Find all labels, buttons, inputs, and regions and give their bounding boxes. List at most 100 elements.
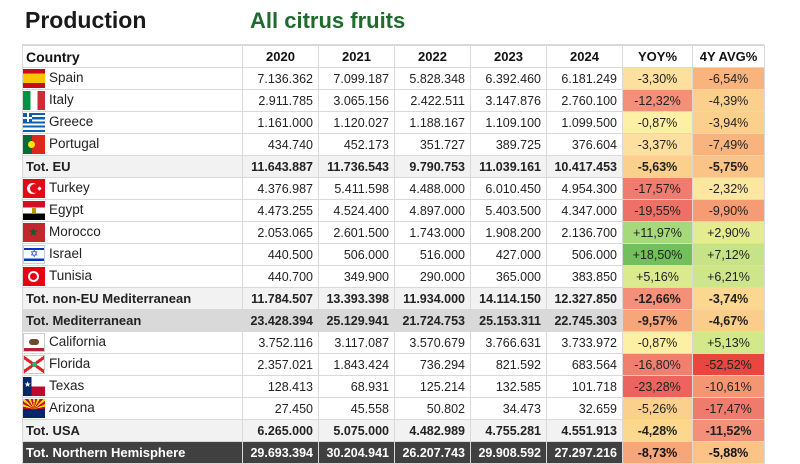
- table-row: ✡ Israel 440.500 506.000 516.000 427.000 506.0…: [22, 243, 765, 266]
- table-row: Portugal 434.740 452.173 351.727 389.725 376.…: [22, 133, 765, 156]
- value-cell: 34.473: [470, 397, 547, 420]
- avg-cell: -9,90%: [692, 199, 765, 222]
- country-label: Tunisia: [49, 268, 93, 284]
- portugal-flag-icon: [23, 135, 45, 154]
- value-cell: 125.214: [394, 375, 471, 398]
- country-cell: California: [22, 331, 243, 354]
- value-cell: 132.585: [470, 375, 547, 398]
- value-cell: 1.161.000: [242, 111, 319, 134]
- value-cell: 440.700: [242, 265, 319, 288]
- avg-cell: -7,49%: [692, 133, 765, 156]
- table-row: Tunisia 440.700 349.900 290.000 365.000 383.8…: [22, 265, 765, 288]
- country-label: Florida: [49, 356, 91, 372]
- value-cell: 5.403.500: [470, 199, 547, 222]
- value-cell: 349.900: [318, 265, 395, 288]
- value-cell: 14.114.150: [470, 287, 547, 310]
- total-row: Tot. Mediterranean 23.428.394 25.129.941 21…: [22, 309, 765, 332]
- column-header-2020: 2020: [242, 45, 319, 68]
- yoy-cell: -0,87%: [622, 111, 693, 134]
- avg-cell: +5,13%: [692, 331, 765, 354]
- value-cell: 5.075.000: [318, 419, 395, 442]
- country-cell: ★ Texas: [22, 375, 243, 398]
- column-header-country: Country: [22, 45, 243, 68]
- value-cell: 11.643.887: [242, 155, 319, 178]
- yoy-cell: -3,37%: [622, 133, 693, 156]
- value-cell: 821.592: [470, 353, 547, 376]
- country-cell: Florida: [22, 353, 243, 376]
- value-cell: 23.428.394: [242, 309, 319, 332]
- spreadsheet: Production All citrus fruits Country 202…: [22, 0, 765, 464]
- california-flag-icon: [23, 333, 45, 352]
- value-cell: 1.843.424: [318, 353, 395, 376]
- value-cell: 26.207.743: [394, 441, 471, 464]
- value-cell: 27.297.216: [546, 441, 623, 464]
- avg-cell: -17,47%: [692, 397, 765, 420]
- value-cell: 4.755.281: [470, 419, 547, 442]
- value-cell: 1.743.000: [394, 221, 471, 244]
- morocco-flag-icon: ★: [23, 223, 45, 242]
- country-cell: Tunisia: [22, 265, 243, 288]
- value-cell: 427.000: [470, 243, 547, 266]
- value-cell: 7.099.187: [318, 67, 395, 90]
- value-cell: 6.010.450: [470, 177, 547, 200]
- yoy-cell: -5,63%: [622, 155, 693, 178]
- table-row: Florida 2.357.021 1.843.424 736.294 821.592 6…: [22, 353, 765, 376]
- value-cell: 506.000: [546, 243, 623, 266]
- value-cell: 9.790.753: [394, 155, 471, 178]
- value-cell: 3.752.116: [242, 331, 319, 354]
- avg-cell: +2,90%: [692, 221, 765, 244]
- country-cell: ★ Arizona: [22, 397, 243, 420]
- country-cell: Tot. USA: [22, 419, 243, 442]
- value-cell: 683.564: [546, 353, 623, 376]
- arizona-flag-icon: ★: [23, 399, 45, 418]
- column-header-4y-avg: 4Y AVG%: [692, 45, 765, 68]
- yoy-cell: +5,16%: [622, 265, 693, 288]
- country-label: Tot. EU: [26, 159, 71, 174]
- avg-cell: -3,94%: [692, 111, 765, 134]
- value-cell: 434.740: [242, 133, 319, 156]
- avg-cell: -10,61%: [692, 375, 765, 398]
- avg-cell: +6,21%: [692, 265, 765, 288]
- column-header-yoy: YOY%: [622, 45, 693, 68]
- country-cell: Tot. Mediterranean: [22, 309, 243, 332]
- value-cell: 2.911.785: [242, 89, 319, 112]
- egypt-flag-icon: [23, 201, 45, 220]
- yoy-cell: +18,50%: [622, 243, 693, 266]
- israel-flag-icon: ✡: [23, 245, 45, 264]
- value-cell: 3.147.876: [470, 89, 547, 112]
- value-cell: 6.265.000: [242, 419, 319, 442]
- value-cell: 1.188.167: [394, 111, 471, 134]
- value-cell: 365.000: [470, 265, 547, 288]
- country-cell: Portugal: [22, 133, 243, 156]
- value-cell: 27.450: [242, 397, 319, 420]
- country-cell: Tot. EU: [22, 155, 243, 178]
- value-cell: 440.500: [242, 243, 319, 266]
- table-row: Egypt 4.473.255 4.524.400 4.897.000 5.403.50…: [22, 199, 765, 222]
- value-cell: 1.099.500: [546, 111, 623, 134]
- yoy-cell: -12,32%: [622, 89, 693, 112]
- value-cell: 50.802: [394, 397, 471, 420]
- value-cell: 2.760.100: [546, 89, 623, 112]
- page-subtitle: All citrus fruits: [250, 8, 406, 33]
- value-cell: 12.327.850: [546, 287, 623, 310]
- country-label: Israel: [49, 246, 83, 262]
- yoy-cell: -16,80%: [622, 353, 693, 376]
- value-cell: 2.422.511: [394, 89, 471, 112]
- country-label: Arizona: [49, 400, 95, 416]
- country-label: Tot. Mediterranean: [26, 313, 142, 328]
- value-cell: 3.065.156: [318, 89, 395, 112]
- yoy-cell: -23,28%: [622, 375, 693, 398]
- value-cell: 452.173: [318, 133, 395, 156]
- avg-cell: -4,39%: [692, 89, 765, 112]
- country-label: Texas: [49, 378, 85, 394]
- total-row: Tot. Northern Hemisphere 29.693.394 30.204…: [22, 441, 765, 464]
- avg-cell: -2,32%: [692, 177, 765, 200]
- value-cell: 2.357.021: [242, 353, 319, 376]
- value-cell: 506.000: [318, 243, 395, 266]
- value-cell: 29.693.394: [242, 441, 319, 464]
- value-cell: 389.725: [470, 133, 547, 156]
- yoy-cell: -9,57%: [622, 309, 693, 332]
- value-cell: 4.473.255: [242, 199, 319, 222]
- value-cell: 128.413: [242, 375, 319, 398]
- table-row: ★ Texas 128.413 68.931 125.214 132.585 101.718…: [22, 375, 765, 398]
